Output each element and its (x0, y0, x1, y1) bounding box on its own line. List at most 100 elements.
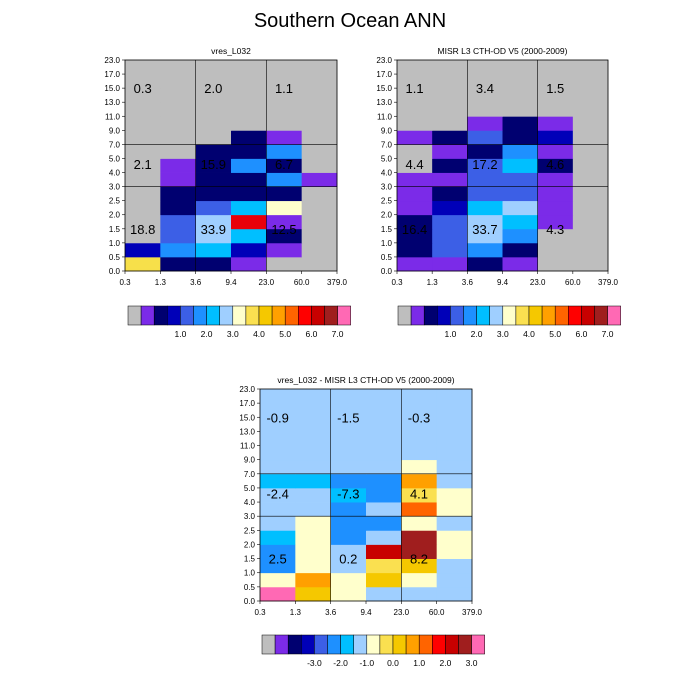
y-tick-label: 2.0 (381, 211, 393, 220)
heatmap-cell (467, 242, 503, 258)
x-tick-label: 379.0 (598, 278, 619, 287)
heatmap-cell (260, 417, 296, 432)
heatmap-cell (502, 60, 539, 75)
heatmap-cell (401, 586, 438, 602)
y-tick-label: 1.0 (109, 239, 121, 248)
heatmap-cell (231, 158, 267, 173)
heatmap-cell (537, 74, 574, 89)
heatmap-cell (436, 502, 473, 517)
heatmap-cell (502, 228, 539, 244)
heatmap-cell (160, 256, 197, 272)
heatmap-cell (160, 200, 197, 216)
colorbar-label: 1.0 (413, 658, 425, 668)
heatmap-cell (537, 158, 574, 173)
heatmap-cell (160, 102, 197, 117)
heatmap-cell (301, 242, 338, 258)
heatmap-cell (467, 74, 503, 89)
heatmap-cell (397, 74, 433, 89)
heatmap-cell (502, 144, 539, 159)
y-tick-label: 0.0 (244, 597, 256, 606)
y-tick-label: 2.0 (109, 211, 121, 220)
heatmap-cell (397, 242, 433, 258)
cell-group-value: 2.1 (134, 157, 152, 172)
heatmap-cell (432, 102, 468, 117)
colorbar-swatch (379, 634, 394, 655)
heatmap-cell (366, 389, 402, 404)
cell-group-value: 3.4 (476, 81, 494, 96)
heatmap-cell (537, 88, 574, 103)
heatmap-cell (266, 158, 303, 173)
heatmap-cell (436, 389, 473, 404)
heatmap-cell (330, 445, 367, 461)
heatmap-cell (436, 417, 473, 432)
heatmap-cell (572, 102, 609, 117)
colorbar-swatch (405, 634, 420, 655)
y-tick-label: 1.5 (109, 225, 121, 234)
x-tick-label: 23.0 (259, 278, 275, 287)
colorbar-label: 3.0 (227, 329, 239, 339)
heatmap-cell (295, 530, 332, 545)
cell-group-value: -7.3 (337, 487, 359, 502)
heatmap-cell (160, 130, 197, 145)
heatmap-panel-1: vres_L032 0.0 0.5 1.0 1.5 2.0 2.5 3.0 4.0 5.0 7.0 9… (104, 46, 351, 339)
heatmap-cell (160, 186, 197, 202)
heatmap-cell (401, 403, 438, 418)
colorbar-swatch (167, 305, 181, 326)
y-tick-label: 0.5 (244, 583, 256, 592)
colorbar-swatch (392, 634, 407, 655)
colorbar-swatch (337, 305, 351, 326)
colorbar-label: 4.0 (523, 329, 535, 339)
y-tick-label: 9.0 (381, 126, 393, 135)
heatmap-cell (467, 214, 503, 230)
heatmap-cell (260, 586, 296, 602)
heatmap-cell (231, 242, 267, 258)
y-tick-label: 13.0 (104, 98, 120, 107)
heatmap-cell (397, 228, 433, 244)
heatmap-cell (195, 200, 232, 216)
y-tick-label: 11.0 (105, 112, 121, 121)
cell-group-value: 18.8 (130, 222, 155, 237)
heatmap-cell (195, 172, 232, 187)
cell-group-value: -1.5 (337, 410, 359, 425)
heatmap-cell (330, 487, 367, 503)
heatmap-cell (502, 242, 539, 258)
heatmap-cell (572, 130, 609, 145)
colorbar-label: 3.0 (497, 329, 509, 339)
heatmap-cell (301, 144, 338, 159)
heatmap-cell (295, 417, 332, 432)
heatmap-cell (125, 60, 161, 75)
heatmap-panel-2: MISR L3 CTH-OD V5 (2000-2009)0.00.51.01.… (376, 46, 621, 339)
y-tick-label: 5.0 (244, 484, 256, 493)
y-tick-label: 11.0 (377, 112, 393, 121)
heatmap-cell (195, 130, 232, 145)
heatmap-cell (295, 487, 332, 503)
colorbar-swatch (418, 634, 433, 655)
heatmap-cell (537, 172, 574, 187)
heatmap-cell (195, 186, 232, 202)
heatmap-cell (295, 473, 332, 489)
heatmap-cell (330, 516, 367, 531)
colorbar-label: 6.0 (305, 329, 317, 339)
heatmap-cell (231, 256, 267, 272)
heatmap-cell (125, 242, 161, 258)
cell-group-value: 33.7 (472, 222, 497, 237)
heatmap-cell (397, 60, 433, 75)
heatmap-cell (231, 186, 267, 202)
heatmap-cell (195, 214, 232, 230)
colorbar-swatch (432, 634, 446, 655)
heatmap-cell (125, 256, 161, 272)
heatmap-cell (260, 487, 296, 503)
heatmap-cell (266, 116, 303, 131)
heatmap-cell (467, 60, 503, 75)
cell-group-value: 33.9 (201, 222, 226, 237)
heatmap-cell (467, 144, 503, 159)
heatmap-cell (295, 389, 332, 404)
x-tick-label: 1.3 (290, 608, 302, 617)
colorbar-label: 0.0 (387, 658, 399, 668)
y-tick-label: 1.5 (244, 555, 256, 564)
colorbar-swatch (463, 305, 477, 326)
heatmap-cell (231, 88, 267, 103)
heatmap-cell (432, 144, 468, 159)
heatmap-cell (266, 144, 303, 159)
panel-title: vres_L032 - MISR L3 CTH-OD V5 (2000-2009… (277, 375, 454, 385)
